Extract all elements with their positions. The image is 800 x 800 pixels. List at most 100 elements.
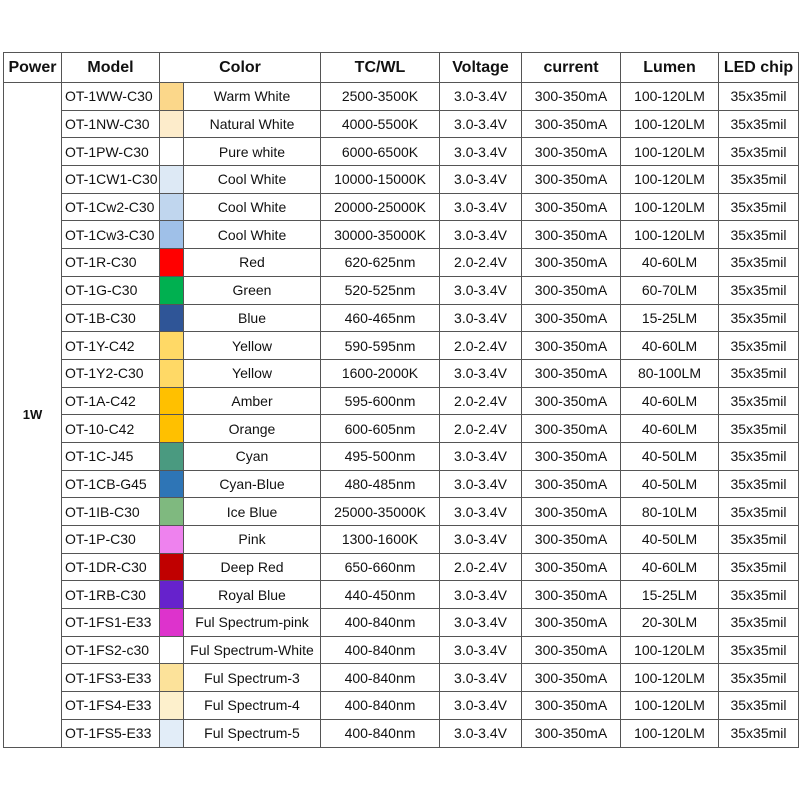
voltage-cell: 3.0-3.4V [439,192,522,222]
color-name-cell: Green [183,275,321,305]
lumen-cell: 40-60LM [620,386,719,416]
lumen-cell: 100-120LM [620,82,719,111]
color-swatch [159,663,184,693]
led-chip-cell: 35x35mil [718,358,799,388]
color-name-cell: Ful Spectrum-White [183,635,321,665]
led-chip-cell: 35x35mil [718,414,799,443]
model-cell: OT-10-C42 [61,414,160,443]
color-swatch [159,580,184,610]
table-row: OT-1Cw2-C30 Cool White 20000-25000K 3.0-3.4… [4,192,799,222]
voltage-cell: 3.0-3.4V [439,525,522,554]
color-swatch [159,165,184,194]
current-cell: 300-350mA [521,331,621,360]
current-cell: 300-350mA [521,497,621,526]
model-cell: OT-1CW1-C30 [61,165,160,194]
model-cell: OT-1NW-C30 [61,109,160,139]
color-name-cell: Cool White [183,192,321,222]
tcwl-cell: 440-450nm [320,580,440,610]
table-row: OT-1C-J45 Cyan 495-500nm 3.0-3.4V 300-350mA 4… [4,441,799,471]
lumen-cell: 20-30LM [620,608,719,637]
led-chip-cell: 35x35mil [718,386,799,416]
led-chip-cell: 35x35mil [718,82,799,111]
model-cell: OT-1Cw3-C30 [61,220,160,250]
model-cell: OT-1IB-C30 [61,497,160,526]
tcwl-cell: 400-840nm [320,663,440,693]
voltage-cell: 3.0-3.4V [439,303,522,333]
color-name-cell: Natural White [183,109,321,139]
tcwl-cell: 460-465nm [320,303,440,333]
color-name-cell: Blue [183,303,321,333]
current-cell: 300-350mA [521,386,621,416]
color-swatch [159,386,184,416]
color-swatch [159,552,184,582]
color-name-cell: Royal Blue [183,580,321,610]
color-name-cell: Ful Spectrum-5 [183,718,321,748]
color-swatch [159,414,184,443]
table-row: OT-1PW-C30 Pure white 6000-6500K 3.0-3.4V 30… [4,137,799,167]
current-cell: 300-350mA [521,82,621,111]
tcwl-cell: 25000-35000K [320,497,440,526]
model-cell: OT-1G-C30 [61,275,160,305]
lumen-cell: 100-120LM [620,220,719,250]
current-cell: 300-350mA [521,248,621,277]
lumen-cell: 100-120LM [620,109,719,139]
led-chip-cell: 35x35mil [718,635,799,665]
header-color: Color [159,52,321,83]
lumen-cell: 100-120LM [620,718,719,748]
table-row: OT-1IB-C30 Ice Blue 25000-35000K 3.0-3.4V 30… [4,497,799,526]
color-swatch [159,358,184,388]
led-chip-cell: 35x35mil [718,663,799,693]
color-swatch [159,691,184,720]
model-cell: OT-1FS5-E33 [61,718,160,748]
tcwl-cell: 620-625nm [320,248,440,277]
led-chip-cell: 35x35mil [718,608,799,637]
voltage-cell: 3.0-3.4V [439,580,522,610]
table-row: OT-1DR-C30 Deep Red 650-660nm 2.0-2.4V 300-3… [4,552,799,582]
header-tcwl: TC/WL [320,52,440,83]
voltage-cell: 2.0-2.4V [439,552,522,582]
tcwl-cell: 30000-35000K [320,220,440,250]
tcwl-cell: 520-525nm [320,275,440,305]
color-swatch [159,497,184,526]
tcwl-cell: 4000-5500K [320,109,440,139]
color-swatch [159,469,184,499]
current-cell: 300-350mA [521,663,621,693]
color-name-cell: Cyan-Blue [183,469,321,499]
color-swatch [159,718,184,748]
model-cell: OT-1R-C30 [61,248,160,277]
table-row: OT-1FS2-c30 Ful Spectrum-White 400-840nm 3.… [4,635,799,665]
color-name-cell: Cool White [183,165,321,194]
led-chip-cell: 35x35mil [718,718,799,748]
lumen-cell: 40-60LM [620,414,719,443]
current-cell: 300-350mA [521,414,621,443]
current-cell: 300-350mA [521,635,621,665]
tcwl-cell: 650-660nm [320,552,440,582]
color-swatch [159,525,184,554]
current-cell: 300-350mA [521,552,621,582]
tcwl-cell: 400-840nm [320,635,440,665]
table-row: OT-10-C42 Orange 600-605nm 2.0-2.4V 300-350m… [4,414,799,443]
current-cell: 300-350mA [521,441,621,471]
tcwl-cell: 595-600nm [320,386,440,416]
lumen-cell: 40-60LM [620,552,719,582]
color-swatch [159,441,184,471]
current-cell: 300-350mA [521,358,621,388]
color-swatch [159,220,184,250]
tcwl-cell: 600-605nm [320,414,440,443]
voltage-cell: 3.0-3.4V [439,358,522,388]
voltage-cell: 2.0-2.4V [439,386,522,416]
table-row: OT-1FS3-E33 Ful Spectrum-3 400-840nm 3.0-3.… [4,663,799,693]
voltage-cell: 3.0-3.4V [439,165,522,194]
table-row: OT-1Cw3-C30 Cool White 30000-35000K 3.0-3.4… [4,220,799,250]
led-chip-cell: 35x35mil [718,220,799,250]
color-name-cell: Pink [183,525,321,554]
table-row: OT-1A-C42 Amber 595-600nm 2.0-2.4V 300-350mA… [4,386,799,416]
table-row: OT-1NW-C30 Natural White 4000-5500K 3.0-3.4… [4,109,799,139]
current-cell: 300-350mA [521,275,621,305]
header-current: current [521,52,621,83]
led-chip-cell: 35x35mil [718,165,799,194]
led-chip-cell: 35x35mil [718,691,799,720]
color-name-cell: Ful Spectrum-4 [183,691,321,720]
led-chip-cell: 35x35mil [718,552,799,582]
color-name-cell: Yellow [183,358,321,388]
